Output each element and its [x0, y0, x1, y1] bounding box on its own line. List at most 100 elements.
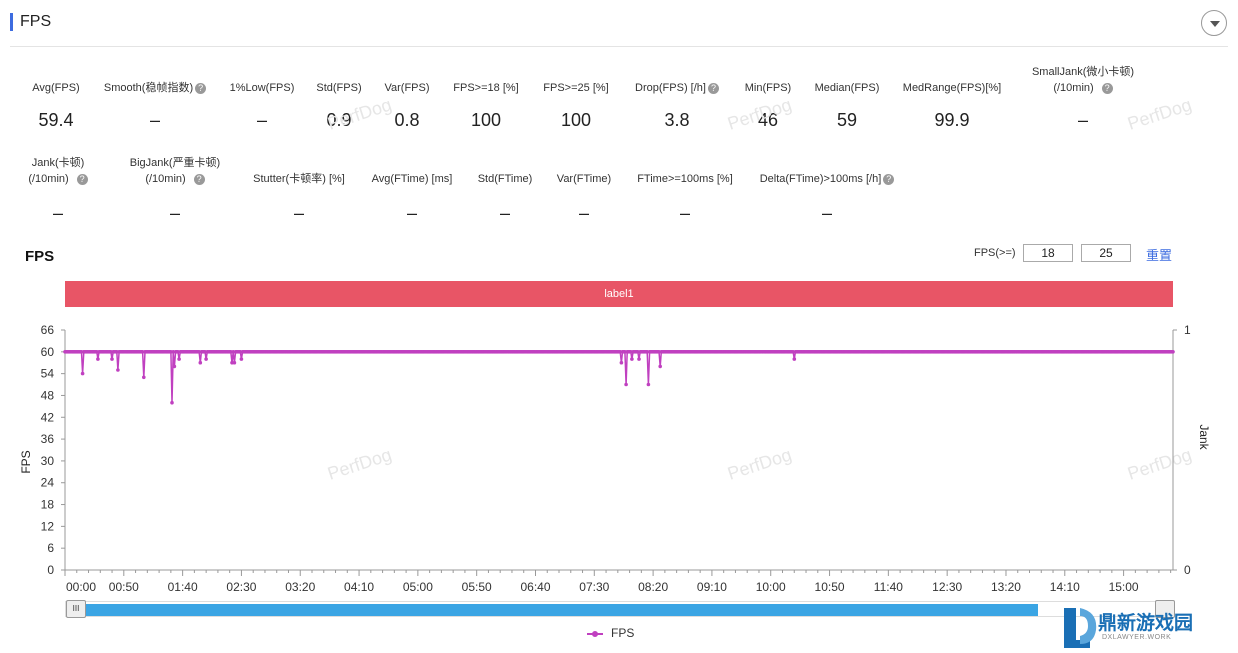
help-icon[interactable]: ? [707, 82, 719, 94]
metric-value: – [1077, 110, 1088, 130]
metric-label: FPS>=18 [%] [406, 80, 566, 96]
section-header: FPS [10, 10, 1228, 47]
x-tick-label: 06:40 [520, 580, 550, 594]
x-tick-label: 08:20 [638, 580, 668, 594]
fps-threshold-input-2[interactable]: 25 [1081, 244, 1131, 262]
metric-label-text: Drop(FPS) [/h] [635, 82, 706, 94]
y-tick-label: 48 [41, 388, 55, 402]
metric-label: FTime>=100ms [%] [605, 171, 765, 187]
help-icon[interactable]: ? [883, 173, 895, 185]
metric-value: – [679, 203, 690, 223]
metric-label: Median(FPS) [767, 80, 927, 96]
metrics_row2-metric: Jank(卡顿) (/10min)? – [0, 155, 138, 223]
y-tick-label: 18 [41, 498, 55, 512]
fps-data-point [630, 357, 634, 361]
metrics_row2-metric: Delta(FTime)>100ms [/h]? – [747, 171, 907, 223]
metric-value: 0.8 [394, 110, 420, 130]
y2-tick-label: 1 [1184, 323, 1191, 337]
y2-tick-label: 0 [1184, 563, 1191, 577]
metric-label: SmallJank(微小卡顿) [1003, 64, 1163, 80]
fps-data-point [142, 375, 146, 380]
logo-mark-icon [1064, 608, 1097, 648]
metrics_row2-metric: Std(FTime) – [425, 171, 585, 223]
help-icon[interactable]: ? [1101, 82, 1113, 94]
help-icon[interactable]: ? [76, 173, 88, 185]
metric-label-text: Avg(FPS) [32, 82, 80, 94]
metric-label-text: Jank(卡顿) [31, 157, 85, 169]
watermark: PerfDog [325, 94, 394, 133]
y-tick-label: 30 [41, 454, 55, 468]
metric-value: – [406, 203, 417, 223]
y-tick-label: 6 [47, 541, 54, 555]
watermark: PerfDog [1125, 94, 1194, 133]
metrics_row1-metric: Avg(FPS) 59.4 [0, 80, 136, 130]
metric-value: 46 [757, 110, 779, 130]
fps-threshold-label: FPS(>=) [974, 247, 1016, 259]
metric-label: Std(FTime) [425, 171, 585, 187]
metric-value: – [293, 203, 304, 223]
y-tick-label: 0 [47, 563, 54, 577]
x-tick-label: 10:00 [756, 580, 786, 594]
metric-label: Drop(FPS) [/h]? [597, 80, 757, 96]
legend-label: FPS [611, 626, 635, 640]
x-tick-label: 04:10 [344, 580, 374, 594]
x-tick-label: 13:20 [991, 580, 1021, 594]
y-tick-label: 66 [41, 323, 55, 337]
fps-data-point [792, 357, 797, 361]
metrics_row1-metric: Drop(FPS) [/h]? 3.8 [597, 80, 757, 130]
metric-label-text: Std(FPS) [316, 82, 362, 94]
fps-data-point [232, 360, 237, 365]
fps-data-point [624, 382, 628, 387]
fps-data-point [619, 360, 624, 365]
help-icon[interactable]: ? [193, 173, 205, 185]
label-band[interactable]: label1 [65, 281, 1173, 307]
time-scrollbar[interactable]: III [65, 600, 1175, 618]
help-icon[interactable]: ? [195, 82, 207, 94]
metric-label-text: FPS>=25 [%] [543, 82, 609, 94]
metric-label: Stutter(卡顿率) [%] [219, 171, 379, 187]
x-tick-label: 05:00 [403, 580, 433, 594]
chart-legend[interactable]: FPS [587, 626, 634, 640]
x-tick-label: 00:00 [66, 580, 96, 594]
metrics_row2-metric: Avg(FTime) [ms] – [332, 171, 492, 223]
fps-threshold-input-1[interactable]: 18 [1023, 244, 1073, 262]
metric-label-text: Min(FPS) [744, 82, 792, 94]
section-title: FPS [20, 13, 52, 30]
metrics_row1-metric: Std(FPS) 0.9 [259, 80, 419, 130]
logo-text: 鼎新游戏园 [1098, 612, 1194, 634]
metrics_row1-metric: Smooth(稳帧指数)? – [75, 80, 235, 130]
metrics_row1-metric: Var(FPS) 0.8 [327, 80, 487, 130]
x-tick-label: 10:50 [815, 580, 845, 594]
metrics_row2-metric: BigJank(严重卡顿) (/10min)? – [95, 155, 255, 223]
metrics_row1-metric: MedRange(FPS)[%] 99.9 [872, 80, 1032, 130]
scrollbar-handle-right[interactable] [1155, 600, 1175, 618]
metric-label-text: Median(FPS) [814, 82, 880, 94]
legend-line-marker [587, 630, 603, 637]
metric-label-line2: (/10min)? [1003, 80, 1163, 96]
logo-subtext: DXLAWYER.WORK [1102, 634, 1172, 641]
x-tick-label: 05:50 [462, 580, 492, 594]
metric-value: – [169, 203, 180, 223]
fps-data-point [177, 357, 181, 361]
y-tick-label: 60 [41, 345, 55, 359]
metric-value: – [149, 110, 160, 130]
metric-label: 1%Low(FPS) [182, 80, 342, 96]
metric-label: Avg(FPS) [0, 80, 136, 96]
scrollbar-range[interactable] [66, 604, 1038, 616]
metric-label-text: Std(FTime) [477, 173, 533, 185]
fps-data-point [170, 400, 174, 405]
metric-label-text: 1%Low(FPS) [229, 82, 295, 94]
metric-value: – [821, 203, 832, 223]
fps-data-point [110, 357, 114, 361]
scrollbar-handle-left[interactable]: III [66, 600, 86, 618]
metrics_row2-metric: FTime>=100ms [%] – [605, 171, 765, 223]
x-tick-label: 12:30 [932, 580, 962, 594]
collapse-button[interactable] [1201, 10, 1227, 36]
fps-data-point [239, 357, 244, 361]
y-tick-label: 54 [41, 367, 55, 381]
metric-value: – [578, 203, 589, 223]
metric-label-text: FTime>=100ms [%] [637, 173, 733, 185]
reset-link[interactable]: 重置 [1146, 248, 1173, 263]
header-accent-bar [10, 13, 13, 31]
metric-value: 100 [560, 110, 592, 130]
